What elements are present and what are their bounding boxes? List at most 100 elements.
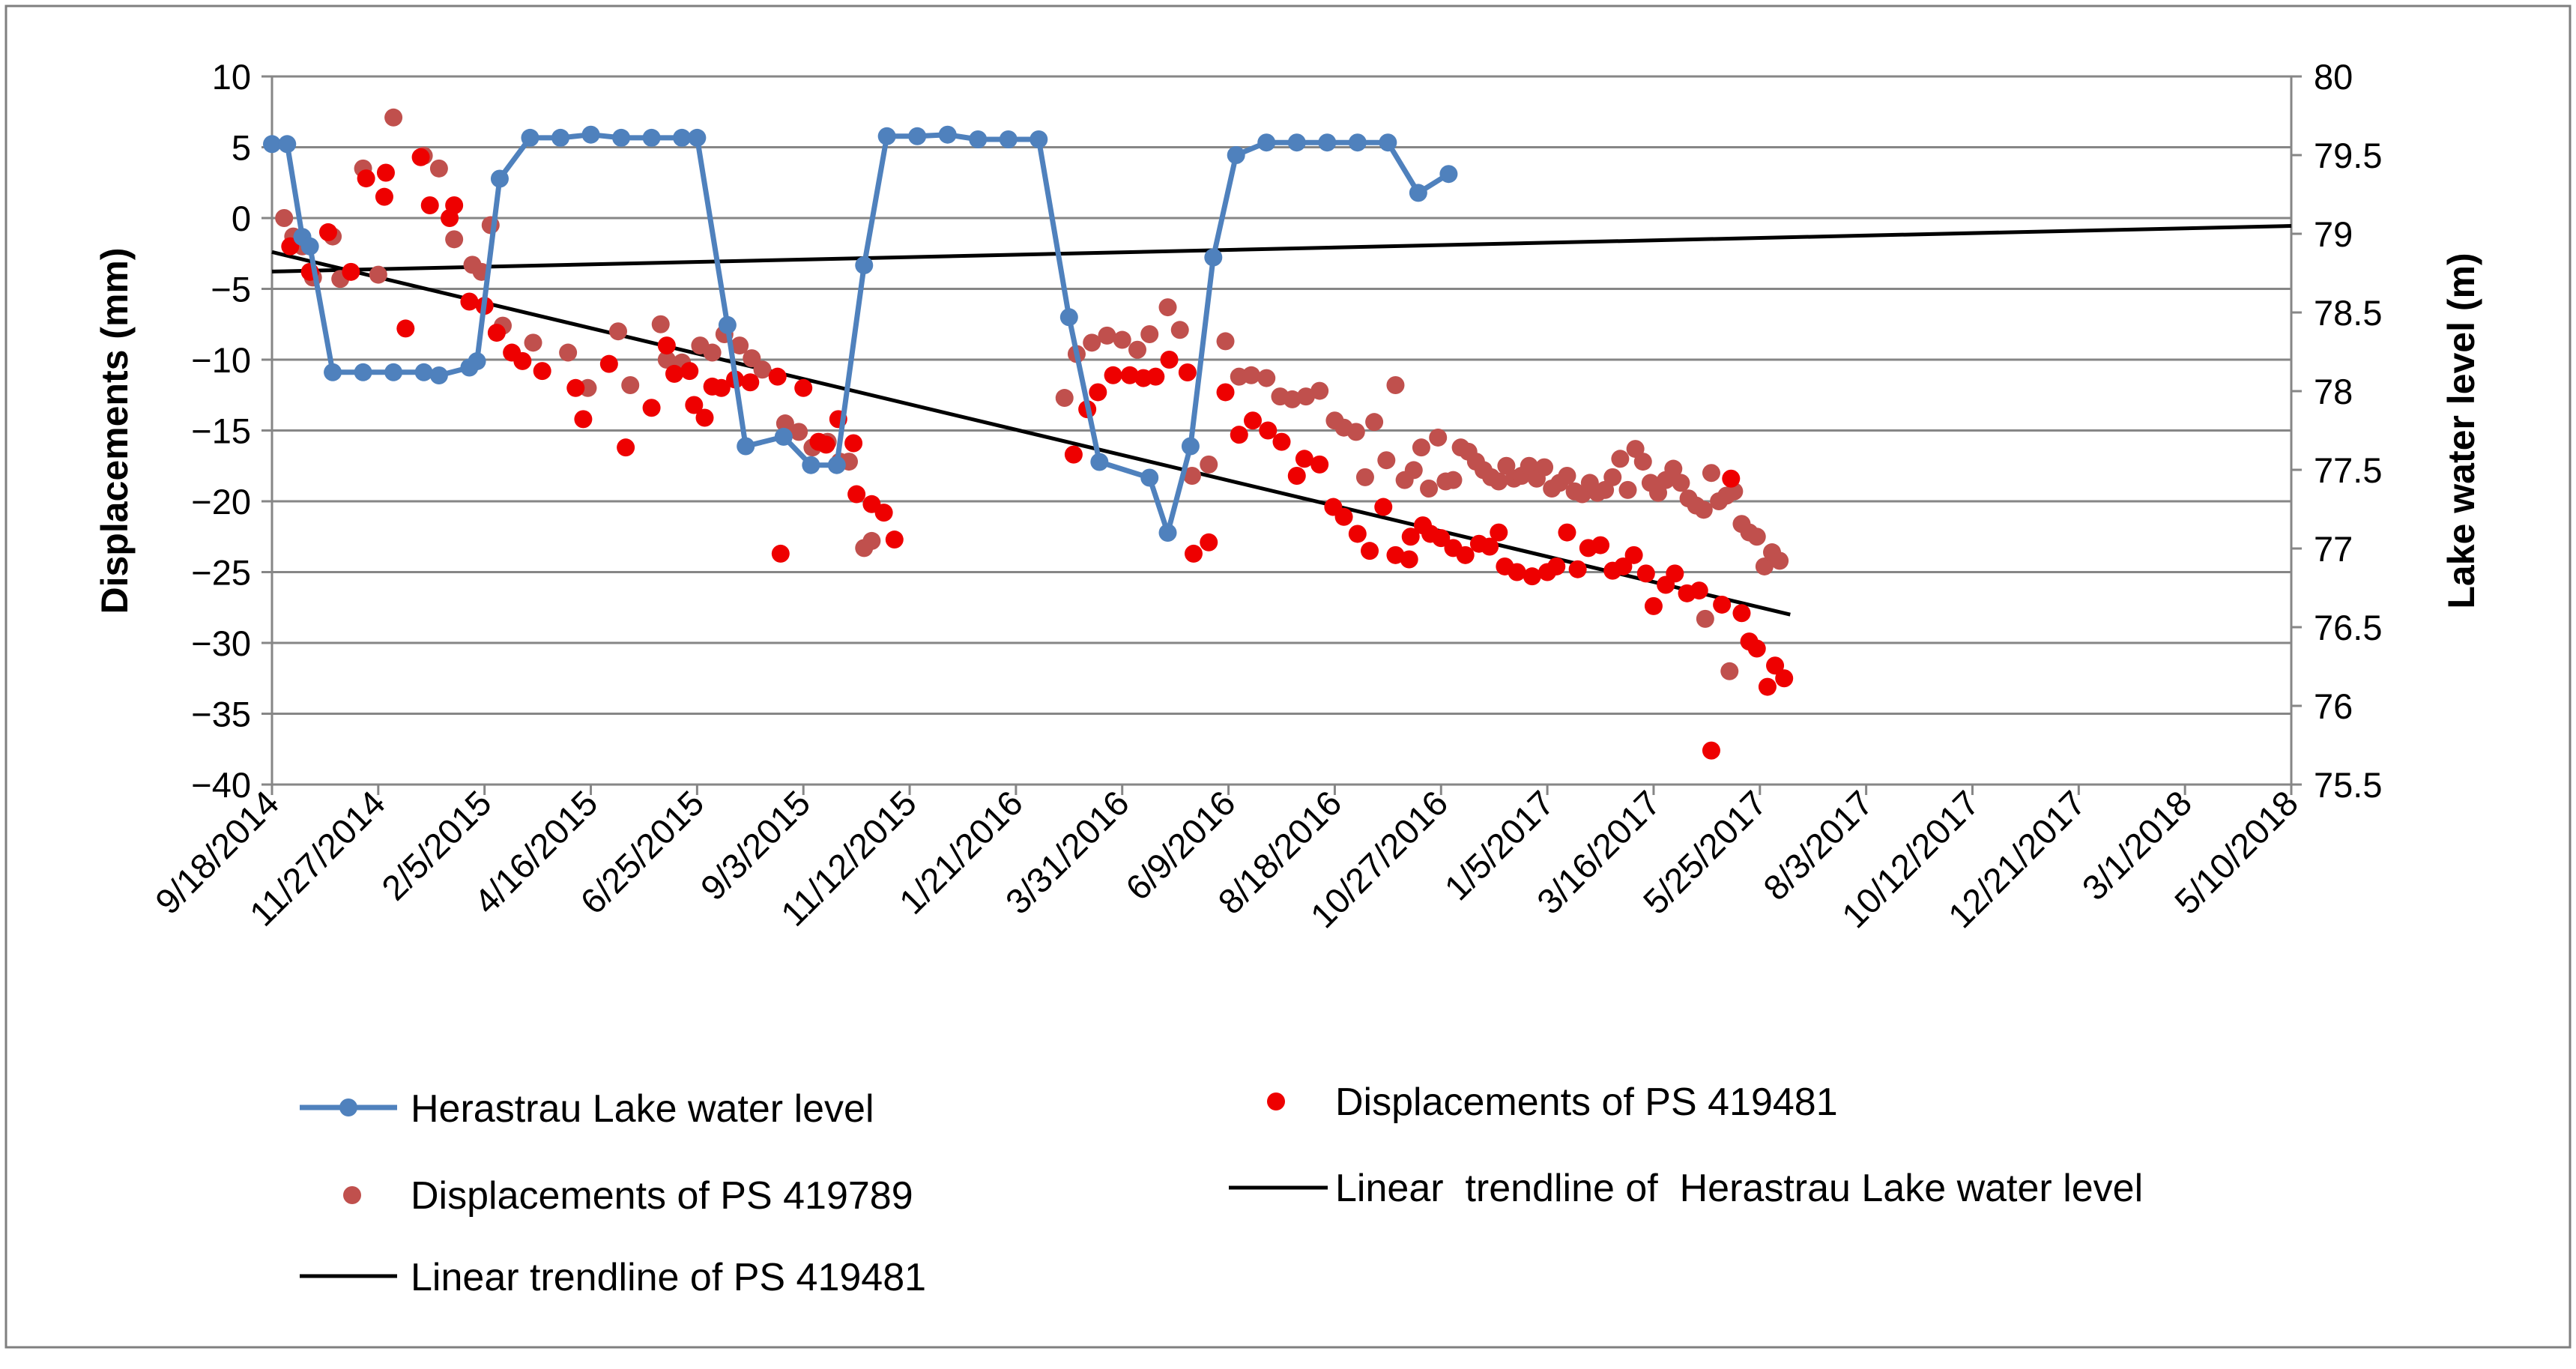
point-water-level <box>908 127 927 145</box>
point-ps419481 <box>642 399 661 417</box>
point-ps419481 <box>1481 537 1499 556</box>
point-ps419789 <box>1140 324 1159 343</box>
point-water-level <box>1140 468 1159 487</box>
point-ps419789 <box>1490 472 1508 491</box>
legend-item-ps419481[interactable]: Displacements of PS 419481 <box>1267 1081 1838 1124</box>
trendlines <box>271 224 2292 617</box>
y2tick-label: 78.5 <box>2314 293 2382 333</box>
point-ps419789 <box>1083 333 1101 352</box>
point-ps419481 <box>1758 677 1777 696</box>
point-water-level <box>1257 133 1276 152</box>
point-ps419481 <box>1184 544 1203 563</box>
point-ps419789 <box>775 414 794 433</box>
point-ps419789 <box>1310 381 1329 400</box>
y2tick-label: 77 <box>2314 529 2353 569</box>
point-water-level <box>1318 133 1337 152</box>
ytick-label: −30 <box>191 623 251 663</box>
point-ps419481 <box>1361 542 1379 560</box>
point-water-level <box>999 130 1018 148</box>
point-ps419481 <box>695 408 714 427</box>
point-water-level <box>1204 248 1223 267</box>
legend-item-water-level[interactable]: Herastrau Lake water level <box>300 1087 874 1131</box>
point-ps419481 <box>847 485 866 504</box>
point-ps419789 <box>1694 501 1713 519</box>
point-ps419481 <box>1310 455 1329 474</box>
legend-item-trend-water[interactable]: Linear trendline of Herastrau Lake water… <box>1229 1167 2143 1210</box>
point-ps419481 <box>513 351 532 370</box>
point-ps419481 <box>357 169 375 188</box>
legend-item-ps419789[interactable]: Displacements of PS 419789 <box>343 1174 913 1218</box>
point-ps419481 <box>1456 546 1475 564</box>
point-ps419789 <box>1355 468 1374 486</box>
ytick-label: −40 <box>191 765 251 805</box>
point-water-level <box>938 125 957 144</box>
y2tick-label: 79 <box>2314 214 2353 254</box>
point-ps419481 <box>1348 525 1367 543</box>
point-ps419789 <box>1755 557 1774 575</box>
point-ps419789 <box>1242 366 1260 384</box>
ytick-label: −10 <box>191 340 251 380</box>
point-water-level <box>673 128 692 147</box>
point-ps419481 <box>680 362 699 381</box>
point-ps419481 <box>1666 564 1684 583</box>
point-ps419789 <box>1747 528 1766 546</box>
point-water-level <box>1227 146 1245 164</box>
point-water-level <box>688 128 707 147</box>
point-ps419481 <box>1636 564 1655 583</box>
point-water-level <box>324 363 342 381</box>
point-ps419789 <box>1429 428 1448 447</box>
point-water-level <box>490 169 509 188</box>
point-ps419481 <box>1120 366 1139 384</box>
point-ps419481 <box>768 367 787 386</box>
outer-border <box>4 4 2572 1349</box>
ytick-label: −5 <box>211 270 251 309</box>
point-water-level <box>521 128 539 147</box>
point-ps419789 <box>1216 332 1235 351</box>
point-ps419789 <box>1771 551 1789 570</box>
point-ps419481 <box>533 362 551 381</box>
point-ps419481 <box>1775 669 1794 688</box>
legend-trend-ps-label: Linear trendline of PS 419481 <box>411 1256 926 1299</box>
point-ps419789 <box>275 209 294 227</box>
legend-water-marker-swatch <box>339 1098 357 1116</box>
point-ps419481 <box>1230 426 1248 444</box>
point-water-level <box>263 135 281 154</box>
ytick-label: 5 <box>232 128 251 168</box>
point-water-level <box>1287 133 1306 152</box>
point-ps419481 <box>1160 351 1179 369</box>
y-axis-title: Displacements (mm) <box>94 247 136 614</box>
point-ps419789 <box>790 423 808 441</box>
y2tick-label: 79.5 <box>2314 136 2382 175</box>
point-water-level <box>642 128 661 147</box>
point-ps419481 <box>1508 563 1526 581</box>
point-ps419789 <box>1696 609 1714 628</box>
point-ps419789 <box>1257 369 1276 387</box>
legend-ps419789-marker-swatch <box>343 1186 361 1204</box>
point-ps419481 <box>1272 432 1291 451</box>
point-ps419481 <box>375 187 393 206</box>
point-ps419481 <box>1432 529 1451 548</box>
point-ps419789 <box>1633 453 1652 471</box>
legend-item-trend-ps[interactable]: Linear trendline of PS 419481 <box>300 1256 926 1299</box>
point-water-level <box>1158 524 1177 542</box>
series-ps419789 <box>275 108 1789 680</box>
point-ps419481 <box>1374 498 1393 516</box>
point-ps419789 <box>1702 464 1720 483</box>
point-ps419789 <box>651 315 670 333</box>
y2tick-label: 80 <box>2314 57 2353 97</box>
point-ps419481 <box>574 410 593 429</box>
point-ps419789 <box>1664 459 1683 478</box>
point-ps419481 <box>1614 557 1633 575</box>
point-ps419789 <box>703 343 722 362</box>
point-water-level <box>877 127 896 145</box>
point-ps419481 <box>376 163 395 182</box>
point-water-level <box>1181 437 1200 456</box>
legend-ps419481-label: Displacements of PS 419481 <box>1335 1081 1838 1124</box>
point-water-level <box>855 256 874 274</box>
point-ps419481 <box>874 504 893 522</box>
point-ps419481 <box>342 262 360 281</box>
point-ps419481 <box>1713 595 1732 614</box>
legend-ps419789-label: Displacements of PS 419789 <box>411 1174 913 1218</box>
